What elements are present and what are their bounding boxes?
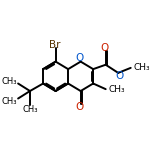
Text: CH₃: CH₃ [1,76,17,86]
Text: O: O [115,71,124,81]
Text: CH₃: CH₃ [134,63,150,72]
Text: CH₃: CH₃ [109,85,125,94]
Text: O: O [100,43,109,53]
Text: Br: Br [49,40,61,50]
Text: CH₃: CH₃ [22,105,38,114]
Text: O: O [75,54,84,64]
Text: O: O [75,102,84,112]
Text: CH₃: CH₃ [1,97,17,105]
